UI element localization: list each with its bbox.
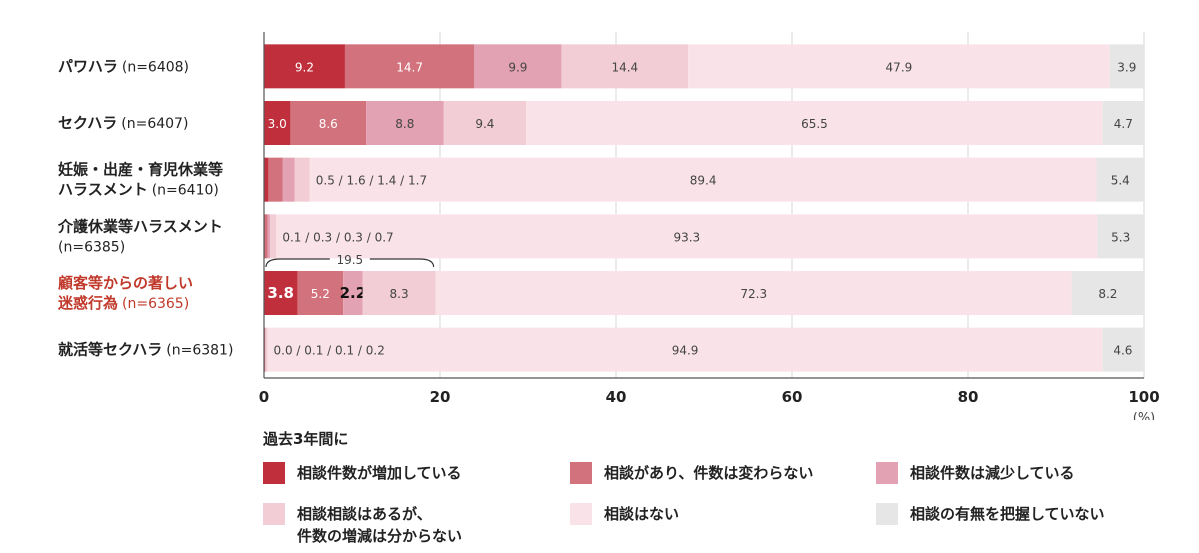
legend-item-0: 相談件数が増加している [263, 462, 462, 484]
bar-segment-r2-s4 [309, 157, 1097, 202]
value-label-r4-s4: 72.3 [740, 287, 767, 301]
bar-segment-r1-s1 [290, 101, 367, 145]
bar-segment-r4-s0 [264, 271, 298, 315]
bar-segment-r5-s4 [267, 327, 1103, 372]
bar-segment-r5-s5 [1102, 327, 1144, 372]
value-label-r4-s3: 8.3 [390, 287, 409, 301]
category-label-2-line1: ハラスメント (n=6410) [58, 181, 219, 199]
bar-segment-r4-s5 [1071, 271, 1144, 315]
bar-segment-r5-s3 [265, 327, 268, 372]
x-tick-label-5: 100 [1128, 388, 1159, 406]
bar-segment-r5-s2 [264, 327, 266, 372]
value-label-r0-s3: 14.4 [611, 60, 638, 74]
value-label-r1-s2: 8.8 [395, 117, 414, 131]
bar-segment-r1-s3 [443, 101, 527, 145]
value-label-r1-s1: 8.6 [319, 117, 338, 131]
category-label-3: 介護休業等ハラスメント [57, 217, 223, 235]
bar-segment-r4-s3 [362, 271, 436, 315]
legend-item-4: 相談はない [570, 503, 679, 525]
bar-segment-r4-s4 [435, 271, 1072, 315]
legend-label-4: 相談はない [604, 505, 680, 523]
legend-swatch-2 [876, 462, 898, 484]
bar-segment-r4-s1 [297, 271, 344, 315]
x-tick-label-0: 0 [259, 388, 269, 406]
combined-label-r2: 0.5 / 1.6 / 1.4 / 1.7 [316, 174, 427, 188]
category-label-1: セクハラ (n=6407) [58, 114, 188, 132]
value-label-r0-s5: 3.9 [1117, 60, 1136, 74]
bar-segment-r2-s2 [282, 157, 295, 202]
legend-label-5: 相談の有無を把握していない [910, 505, 1105, 523]
stacked-bar-chart: 9.2 14.7 9.9 14.4 47.9 3.9 パワハラ (n=6408) 3.0 8.6 8… [57, 32, 1160, 420]
bar-segment-r1-s4 [526, 101, 1103, 145]
value-label-r5-s5: 4.6 [1113, 344, 1132, 358]
value-label-r4-s5: 8.2 [1098, 287, 1117, 301]
value-label-r1-s3: 9.4 [475, 117, 494, 131]
category-label-0: パワハラ (n=6408) [58, 57, 189, 75]
bar-segment-r2-s5 [1096, 157, 1144, 202]
unit-label: (%) [1133, 411, 1156, 420]
legend-label-0: 相談件数が増加している [297, 464, 462, 482]
x-tick-label-2: 40 [606, 388, 627, 406]
bar-segment-r2-s1 [268, 157, 283, 202]
bar-segment-r1-s5 [1102, 101, 1144, 145]
value-label-r3-s5: 5.3 [1111, 230, 1130, 244]
value-label-r1-s5: 4.7 [1114, 117, 1133, 131]
bar-segment-r0-s5 [1109, 44, 1144, 89]
value-label-r3-s4: 93.3 [673, 230, 700, 244]
value-label-r0-s2: 9.9 [508, 60, 527, 74]
bar-segment-r1-s2 [366, 101, 444, 145]
legend-title: 過去3年間に [263, 430, 349, 448]
legend-item-5: 相談の有無を把握していない [876, 503, 1105, 525]
value-label-r0-s4: 47.9 [886, 60, 913, 74]
x-tick-label-1: 20 [430, 388, 451, 406]
category-label-4-line0: 顧客等からの著しい [58, 274, 193, 292]
value-label-r1-s0: 3.0 [268, 117, 287, 131]
legend-swatch-4 [570, 503, 592, 525]
bar-segment-r3-s1 [264, 214, 268, 259]
bar-segment-r3-s4 [276, 214, 1098, 259]
value-label-r0-s1: 14.7 [396, 60, 423, 74]
category-label-2-line0: 妊娠・出産・育児休業等 [58, 161, 223, 179]
bar-segment-r3-s5 [1097, 214, 1144, 259]
value-label-r4-s1: 5.2 [311, 287, 330, 301]
bar-segment-r0-s4 [688, 44, 1110, 89]
annotation-label: 19.5 [336, 253, 363, 267]
legend-label-2: 相談件数は減少している [910, 464, 1075, 482]
value-label-r1-s4: 65.5 [801, 117, 828, 131]
bar-segment-r4-s2 [343, 271, 363, 315]
legend-item-1: 相談があり、件数は変わらない [570, 462, 813, 484]
category-label-5: 就活等セクハラ (n=6381) [58, 341, 233, 359]
legend-item-3: 相談相談はあるが、 件数の増減は分からない [263, 503, 462, 547]
value-label-r2-s4: 89.4 [690, 174, 717, 188]
legend-swatch-0 [263, 462, 285, 484]
bar-segment-r3-s2 [267, 214, 271, 259]
legend-swatch-1 [570, 462, 592, 484]
legend-label-1: 相談があり、件数は変わらない [604, 464, 814, 482]
combined-label-r3: 0.1 / 0.3 / 0.3 / 0.7 [282, 230, 393, 244]
x-tick-label-3: 60 [782, 388, 803, 406]
legend-swatch-3 [263, 503, 285, 525]
legend-item-2: 相談件数は減少している [876, 462, 1075, 484]
legend-swatch-5 [876, 503, 898, 525]
x-tick-label-4: 80 [958, 388, 979, 406]
combined-label-r5: 0.0 / 0.1 / 0.1 / 0.2 [274, 344, 385, 358]
bar-segment-r0-s1 [344, 44, 475, 89]
category-n-3: (n=6385) [58, 239, 125, 255]
bar-segment-r1-s0 [264, 101, 291, 145]
bar-segment-r2-s3 [294, 157, 310, 202]
bar-segment-r2-s0 [264, 157, 269, 202]
value-label-r2-s5: 5.4 [1111, 174, 1130, 188]
value-label-r5-s4: 94.9 [672, 344, 699, 358]
legend-label-3: 相談相談はあるが、 件数の増減は分からない [297, 505, 463, 545]
value-label-r4-s2: 2.2 [340, 284, 367, 302]
bar-segment-r0-s0 [264, 44, 345, 89]
category-label-4-line1: 迷惑行為 (n=6365) [57, 294, 189, 312]
bar-segment-r0-s3 [561, 44, 689, 89]
bar-segment-r0-s2 [474, 44, 562, 89]
value-label-r0-s0: 9.2 [295, 60, 314, 74]
value-label-r4-s0: 3.8 [267, 284, 294, 302]
bar-segment-r3-s3 [270, 214, 277, 259]
annotation-bracket [265, 258, 435, 268]
